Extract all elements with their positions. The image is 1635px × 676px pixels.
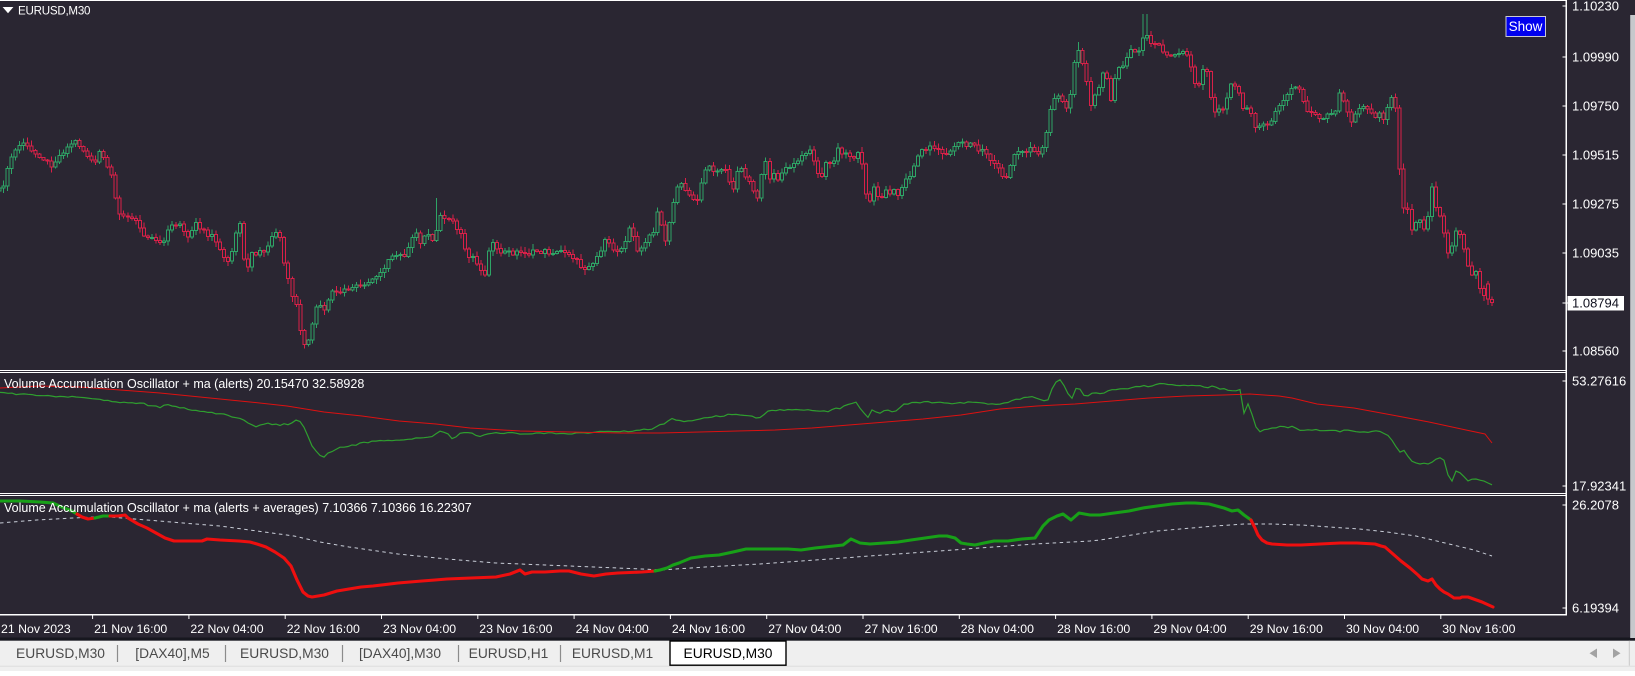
svg-text:EURUSD,M1: EURUSD,M1 (572, 646, 653, 661)
svg-text:22 Nov 16:00: 22 Nov 16:00 (287, 622, 360, 636)
svg-text:24 Nov 04:00: 24 Nov 04:00 (576, 622, 649, 636)
svg-text:EURUSD,M30: EURUSD,M30 (18, 5, 90, 18)
svg-text:23 Nov 16:00: 23 Nov 16:00 (479, 622, 552, 636)
svg-text:17.92341: 17.92341 (1572, 479, 1626, 494)
svg-text:30 Nov 04:00: 30 Nov 04:00 (1346, 622, 1419, 636)
svg-text:23 Nov 04:00: 23 Nov 04:00 (383, 622, 456, 636)
svg-text:1.09750: 1.09750 (1572, 99, 1619, 114)
svg-text:Show: Show (1509, 19, 1543, 34)
svg-text:1.09035: 1.09035 (1572, 246, 1619, 261)
svg-text:27 Nov 04:00: 27 Nov 04:00 (768, 622, 841, 636)
svg-text:29 Nov 04:00: 29 Nov 04:00 (1153, 622, 1226, 636)
svg-text:28 Nov 04:00: 28 Nov 04:00 (961, 622, 1034, 636)
svg-text:6.19394: 6.19394 (1572, 601, 1619, 616)
svg-text:27 Nov 16:00: 27 Nov 16:00 (865, 622, 938, 636)
svg-text:1.08794: 1.08794 (1572, 296, 1619, 311)
svg-text:Volume Accumulation Oscillator: Volume Accumulation Oscillator + ma (ale… (4, 377, 364, 391)
svg-text:30 Nov 16:00: 30 Nov 16:00 (1442, 622, 1515, 636)
svg-text:29 Nov 16:00: 29 Nov 16:00 (1250, 622, 1323, 636)
svg-text:EURUSD,M30: EURUSD,M30 (240, 646, 329, 661)
svg-text:21 Nov 16:00: 21 Nov 16:00 (94, 622, 167, 636)
svg-text:53.27616: 53.27616 (1572, 374, 1626, 389)
svg-text:26.2078: 26.2078 (1572, 498, 1619, 513)
svg-text:1.10230: 1.10230 (1572, 0, 1619, 14)
svg-text:28 Nov 16:00: 28 Nov 16:00 (1057, 622, 1130, 636)
svg-text:[DAX40],M5: [DAX40],M5 (135, 646, 210, 661)
svg-text:Volume Accumulation Oscillator: Volume Accumulation Oscillator + ma (ale… (4, 501, 472, 515)
svg-text:22 Nov 04:00: 22 Nov 04:00 (190, 622, 263, 636)
svg-text:21 Nov 2023: 21 Nov 2023 (1, 622, 71, 636)
svg-text:[DAX40],M30: [DAX40],M30 (359, 646, 441, 661)
svg-text:1.08560: 1.08560 (1572, 344, 1619, 359)
svg-text:1.09990: 1.09990 (1572, 50, 1619, 65)
svg-text:1.09275: 1.09275 (1572, 197, 1619, 212)
svg-text:EURUSD,M30: EURUSD,M30 (16, 646, 105, 661)
svg-text:1.09515: 1.09515 (1572, 148, 1619, 163)
svg-text:EURUSD,H1: EURUSD,H1 (469, 646, 549, 661)
svg-text:24 Nov 16:00: 24 Nov 16:00 (672, 622, 745, 636)
svg-text:EURUSD,M30: EURUSD,M30 (684, 646, 773, 661)
